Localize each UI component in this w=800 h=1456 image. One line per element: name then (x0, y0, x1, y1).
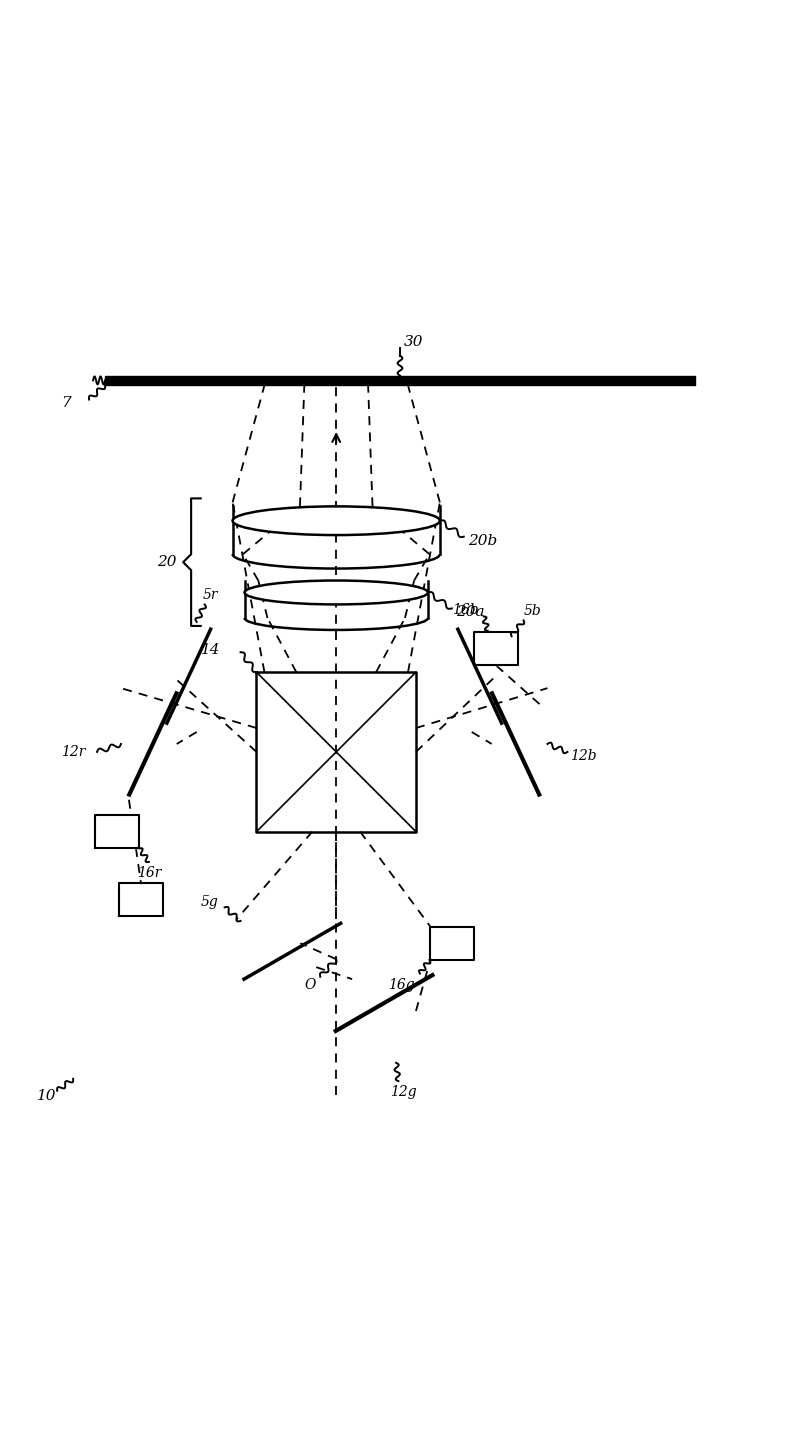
Text: 5b: 5b (523, 604, 542, 617)
Ellipse shape (233, 507, 440, 534)
Text: 10: 10 (38, 1089, 57, 1104)
Text: 12g: 12g (390, 1085, 417, 1099)
Polygon shape (474, 632, 518, 665)
Text: 20: 20 (157, 555, 176, 569)
Text: 20b: 20b (468, 534, 497, 547)
Ellipse shape (245, 581, 428, 604)
Text: 12r: 12r (61, 745, 86, 759)
Text: 16r: 16r (137, 866, 162, 879)
Text: 14: 14 (201, 644, 220, 657)
Polygon shape (95, 815, 139, 849)
Text: 5r: 5r (203, 588, 218, 601)
Text: 12b: 12b (570, 748, 597, 763)
Polygon shape (119, 882, 163, 916)
Text: 16g: 16g (388, 978, 414, 992)
Text: O: O (304, 978, 316, 992)
Text: 16b: 16b (452, 603, 478, 617)
Text: 7: 7 (61, 396, 71, 409)
Text: 5g: 5g (201, 895, 218, 909)
Polygon shape (105, 376, 695, 386)
Text: 30: 30 (404, 335, 423, 349)
Text: 20a: 20a (456, 606, 485, 619)
Polygon shape (430, 926, 474, 960)
